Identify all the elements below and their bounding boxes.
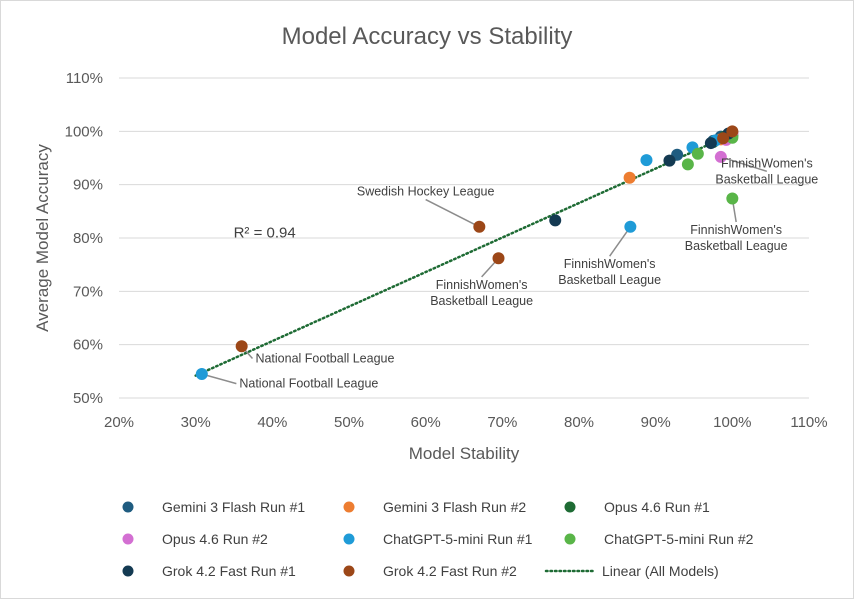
legend-label: ChatGPT-5-mini Run #1 (383, 531, 533, 547)
legend-marker (122, 501, 134, 513)
point-annotation: National Football League (239, 377, 378, 391)
legend-label: Gemini 3 Flash Run #1 (162, 499, 305, 515)
point-annotation: National Football League (255, 352, 394, 366)
legend-label: Linear (All Models) (602, 563, 719, 579)
data-point (717, 132, 730, 145)
trendline (194, 132, 734, 377)
legend-label: Opus 4.6 Run #1 (604, 499, 710, 515)
axis-ticks: 50% 60% 70% 80% 90% 100% 110% 20% 30% 40% 50% 60% 70… (65, 70, 828, 431)
x-tick-label: 100% (713, 414, 751, 431)
x-tick-label: 60% (411, 414, 441, 431)
legend-item: Opus 4.6 Run #2 (122, 531, 268, 547)
y-tick-label: 80% (73, 230, 103, 247)
x-tick-label: 50% (334, 414, 364, 431)
data-point (714, 150, 727, 163)
data-point (663, 154, 676, 167)
legend-marker (122, 533, 134, 545)
point-annotation: FinnishWomen's Basketball League (558, 257, 661, 287)
data-point (681, 158, 694, 171)
legend-label: Grok 4.2 Fast Run #1 (162, 563, 296, 579)
legend-item: Gemini 3 Flash Run #1 (122, 499, 305, 515)
data-point (726, 192, 739, 205)
x-tick-label: 20% (104, 414, 134, 431)
legend-item: Gemini 3 Flash Run #2 (343, 499, 526, 515)
legend-label: ChatGPT-5-mini Run #2 (604, 531, 754, 547)
x-tick-label: 110% (790, 414, 827, 431)
point-annotation: FinnishWomen's Basketball League (715, 156, 818, 186)
y-tick-label: 110% (66, 70, 103, 87)
legend-item: ChatGPT-5-mini Run #1 (343, 531, 533, 547)
legend-marker (343, 565, 355, 577)
data-point (623, 171, 636, 184)
legend-marker (122, 565, 134, 577)
legend-marker (343, 533, 355, 545)
legend-marker (343, 501, 355, 513)
legend-label: Grok 4.2 Fast Run #2 (383, 563, 517, 579)
x-tick-label: 90% (641, 414, 671, 431)
point-annotation: FinnishWomen's Basketball League (685, 223, 788, 253)
legend-item: Opus 4.6 Run #1 (564, 499, 710, 515)
legend-marker (564, 533, 576, 545)
legend: Gemini 3 Flash Run #1 Gemini 3 Flash Run … (122, 499, 754, 579)
x-tick-label: 70% (487, 414, 517, 431)
x-axis-title: Model Stability (409, 444, 520, 463)
legend-item: ChatGPT-5-mini Run #2 (564, 531, 754, 547)
data-point (195, 368, 208, 380)
legend-item: Grok 4.2 Fast Run #2 (343, 563, 517, 579)
y-axis-title: Average Model Accuracy (33, 144, 52, 332)
annotations: Swedish Hockey League FinnishWomen's Baske… (234, 156, 819, 390)
data-point (235, 340, 248, 353)
data-points (195, 125, 739, 380)
y-tick-label: 100% (65, 123, 103, 140)
point-annotation: Swedish Hockey League (357, 185, 495, 199)
data-point (492, 252, 505, 265)
data-point (691, 147, 704, 160)
y-tick-label: 90% (73, 177, 103, 194)
trendline-linear (194, 132, 734, 377)
legend-marker (564, 501, 576, 513)
x-tick-label: 80% (564, 414, 594, 431)
y-tick-label: 60% (73, 337, 103, 354)
x-tick-label: 30% (181, 414, 211, 431)
data-point (726, 125, 739, 138)
legend-label: Gemini 3 Flash Run #2 (383, 499, 526, 515)
legend-item: Linear (All Models) (544, 563, 719, 579)
y-tick-label: 70% (73, 283, 103, 300)
data-point (640, 154, 653, 167)
data-point (704, 137, 717, 150)
annotation-leader-line (720, 156, 768, 173)
data-point (473, 220, 486, 233)
chart-title: Model Accuracy vs Stability (282, 23, 573, 50)
gridlines (119, 77, 809, 399)
data-point (624, 220, 637, 233)
legend-label: Opus 4.6 Run #2 (162, 531, 268, 547)
r-squared-label: R² = 0.94 (234, 225, 296, 242)
point-annotation: FinnishWomen's Basketball League (430, 278, 533, 308)
y-tick-label: 50% (73, 390, 103, 407)
data-point (549, 214, 562, 227)
legend-item: Grok 4.2 Fast Run #1 (122, 563, 296, 579)
x-tick-label: 40% (257, 414, 287, 431)
annotation-leader-line (425, 198, 480, 228)
